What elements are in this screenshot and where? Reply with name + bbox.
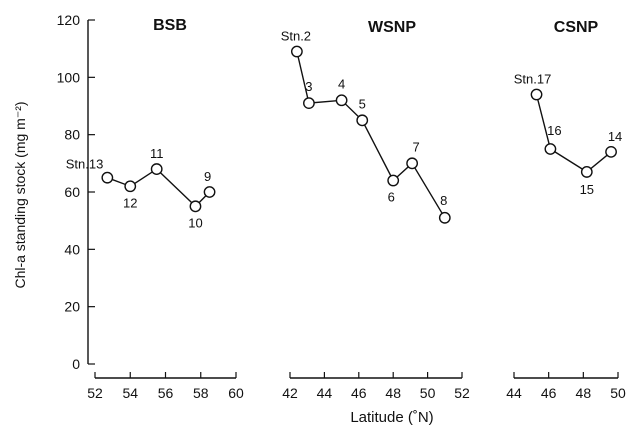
data-point — [189, 200, 202, 213]
station-label: 11 — [150, 146, 164, 161]
data-point — [387, 174, 400, 187]
y-axis-label: Chl-a standing stock (mg m⁻²) — [12, 101, 28, 288]
data-point — [530, 88, 543, 101]
station-label: Stn.17 — [514, 72, 552, 87]
x-tick-label: 52 — [454, 385, 470, 401]
panel-bsb: 52 54 56 58 60 BSB Stn.13 12 11 10 9 — [66, 17, 244, 401]
series-line — [535, 94, 612, 173]
data-point — [290, 45, 303, 58]
station-label: 14 — [608, 129, 622, 144]
station-label: 7 — [413, 139, 420, 154]
data-point — [406, 157, 419, 170]
y-tick-label: 80 — [64, 127, 80, 143]
x-tick-label: 48 — [576, 385, 592, 401]
station-label: 16 — [547, 123, 561, 138]
data-point — [203, 186, 216, 198]
x-tick-label: 54 — [122, 385, 138, 401]
x-tick-label: 46 — [351, 385, 367, 401]
data-point — [124, 180, 137, 193]
station-label: Stn.2 — [281, 29, 311, 44]
station-label: 6 — [388, 190, 395, 205]
station-label: 10 — [188, 215, 202, 230]
series-line — [296, 51, 446, 219]
y-tick-label: 60 — [64, 184, 80, 200]
y-tick-label: 20 — [64, 299, 80, 315]
station-label: 9 — [204, 169, 211, 184]
y-axis: 0 20 40 60 80 100 120 — [57, 12, 95, 372]
data-point — [580, 166, 593, 178]
panel-wsnp: 42 44 46 48 50 52 WSNP Stn.2 3 45 6 7 8 — [281, 19, 470, 401]
data-point — [303, 97, 315, 110]
station-label: 12 — [123, 195, 137, 210]
data-point — [150, 163, 163, 175]
panel-title: WSNP — [368, 19, 416, 36]
x-tick-label: 50 — [610, 385, 626, 401]
station-label: 3 — [305, 79, 312, 94]
y-tick-label: 100 — [57, 69, 81, 85]
x-tick-label: 58 — [193, 385, 209, 401]
station-label: 8 — [440, 193, 447, 208]
data-point — [101, 171, 114, 184]
panel-title: CSNP — [554, 19, 599, 36]
data-point — [356, 114, 369, 127]
data-point — [335, 94, 348, 107]
x-axis-label: Latitude (˚N) — [350, 409, 433, 426]
y-tick-label: 0 — [72, 356, 80, 372]
x-tick-label: 50 — [420, 385, 436, 401]
data-point — [544, 143, 557, 155]
station-label: 15 — [580, 182, 594, 197]
x-tick-label: 48 — [385, 385, 401, 401]
y-tick-label: 40 — [64, 241, 80, 257]
x-tick-label: 60 — [228, 385, 244, 401]
x-tick-label: 44 — [317, 385, 333, 401]
y-tick-label: 120 — [57, 12, 81, 28]
panel-title: BSB — [153, 17, 187, 34]
station-label: 4 — [338, 76, 345, 91]
x-tick-label: 42 — [282, 385, 298, 401]
x-tick-label: 46 — [541, 385, 557, 401]
x-tick-label: 44 — [506, 385, 522, 401]
x-tick-label: 56 — [158, 385, 174, 401]
x-tick-label: 52 — [87, 385, 103, 401]
panel-csnp: 44 46 48 50 CSNP Stn.17 16 15 14 — [506, 19, 626, 401]
station-label: Stn.13 — [66, 157, 104, 172]
data-point — [605, 145, 617, 158]
data-point — [438, 211, 451, 224]
station-label: 5 — [359, 96, 366, 111]
